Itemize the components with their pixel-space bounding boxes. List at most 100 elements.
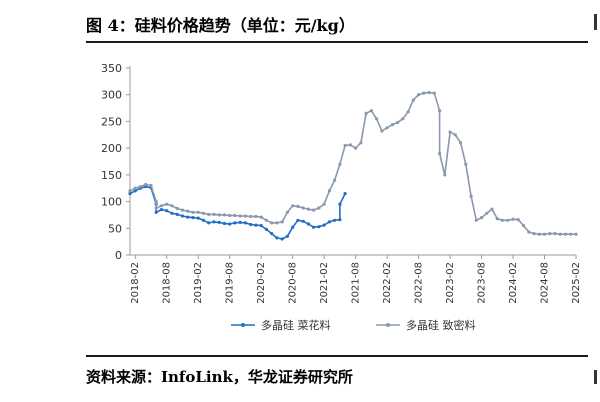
data-point [280,220,284,224]
data-point [563,232,568,236]
adjacent-panel-edge [594,14,597,30]
x-axis: 2018-02 2018-08 2019-02 2019-08 2020-02 2020-… [130,254,582,304]
data-point [254,223,258,227]
data-point [333,178,337,182]
data-point [500,218,505,222]
x-tick-label: 2021-02 [319,262,330,304]
data-point [165,202,169,206]
data-point [506,218,510,222]
data-point [542,232,547,236]
data-point [396,120,400,125]
data-point [149,183,153,188]
data-point [144,182,148,187]
data-point [196,210,200,214]
data-point [343,192,347,196]
data-point [422,91,426,95]
data-point [291,204,295,208]
data-point [432,91,436,95]
y-tick-label: 0 [115,249,122,262]
data-point [406,110,410,114]
data-point [417,93,421,97]
data-point [338,162,342,166]
y-tick-label: 300 [101,89,122,102]
adjacent-panel-edge-bottom [594,370,597,384]
figure-title: 图 4：硅料价格趋势（单位：元/kg） [86,16,355,35]
x-tick-label: 2022-08 [414,262,425,304]
data-point [369,109,373,113]
data-point [133,189,137,193]
data-point [333,218,337,222]
data-point [516,218,520,222]
data-point [401,117,405,121]
data-point [532,232,536,236]
data-point [495,217,499,221]
data-point [159,208,164,212]
data-point [553,232,557,236]
data-point [285,234,289,238]
legend: 多晶硅 菜花料 多晶硅 致密料 [231,318,476,332]
data-point [485,211,489,215]
data-point [212,220,216,224]
data-point [296,204,300,208]
data-point [196,216,200,220]
y-tick-label: 250 [101,115,122,128]
data-point [480,216,484,220]
data-point [222,221,226,226]
data-point [280,237,284,241]
data-point [291,225,295,229]
data-point [275,221,279,225]
data-point [469,194,473,198]
data-point [574,232,578,236]
legend-label: 多晶硅 致密料 [406,318,476,332]
data-point [170,204,174,208]
legend-label: 多晶硅 菜花料 [261,318,331,332]
data-point [228,222,232,226]
y-tick-label: 50 [108,222,122,235]
data-point [133,186,137,190]
title-rule [86,41,588,43]
data-point [317,206,321,210]
data-point [201,218,206,222]
data-point [385,126,389,130]
data-point [411,98,415,102]
y-tick-label: 350 [101,62,122,75]
data-point [558,232,562,236]
data-point [222,213,226,217]
x-tick-label: 2022-02 [382,262,393,304]
data-point [548,232,552,236]
x-tick-label: 2023-08 [477,262,488,304]
x-tick-label: 2019-02 [193,262,204,304]
data-point [238,220,242,224]
data-point [238,214,242,218]
x-tick-label: 2019-08 [225,262,236,304]
data-point [490,207,494,211]
data-point [186,209,190,213]
data-point [217,213,221,217]
x-tick-label: 2024-02 [508,262,519,304]
data-point [243,214,247,218]
data-point [296,218,300,222]
y-tick-label: 100 [101,196,122,209]
data-point [285,210,289,214]
source-rule [86,355,588,357]
data-point [322,202,326,206]
x-tick-label: 2024-08 [540,262,551,304]
data-point [327,189,331,193]
data-point [249,214,253,219]
x-tick-label: 2021-08 [351,262,362,304]
x-tick-label: 2018-02 [130,262,141,304]
data-point [527,230,531,234]
data-point [138,185,143,189]
data-point [128,192,132,196]
data-point [301,206,305,210]
data-point [306,222,310,226]
data-point [453,133,457,137]
data-point [448,130,452,134]
data-point [191,216,195,220]
data-point [128,189,132,193]
data-point [264,218,268,222]
plot-series [128,91,578,241]
x-tick-label: 2025-02 [571,262,582,304]
data-point [270,221,274,225]
data-point [170,211,174,215]
